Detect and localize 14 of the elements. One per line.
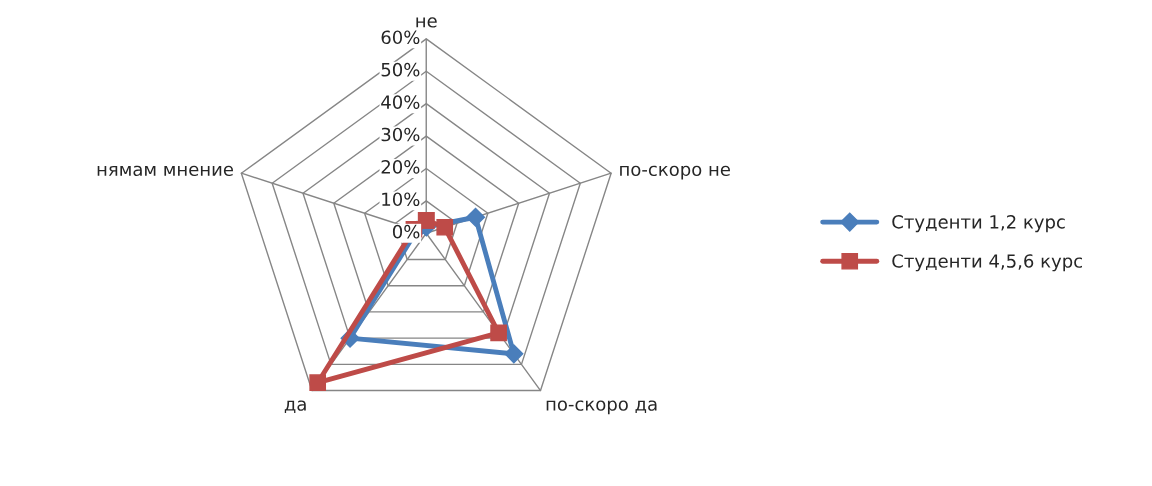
legend-label: Студенти 4,5,6 курс [892, 254, 1082, 272]
y-tick-label: 30% [381, 127, 420, 142]
legend-label: Студенти 1,2 курс [892, 215, 1065, 233]
y-tick-label: 0% [392, 224, 420, 239]
y-tick-label: 50% [381, 62, 420, 77]
y-tick-label: 60% [381, 30, 420, 45]
spoke-label: по-скоро да [546, 400, 657, 415]
spoke-label: нямам мнение [97, 165, 233, 177]
spoke-label: по-скоро не [620, 165, 730, 180]
spoke-label: да [284, 400, 306, 414]
y-tick-label: 20% [381, 160, 420, 174]
y-tick-label: 40% [381, 95, 420, 109]
spoke-label: не [416, 17, 437, 28]
y-tick-label: 10% [382, 192, 420, 207]
